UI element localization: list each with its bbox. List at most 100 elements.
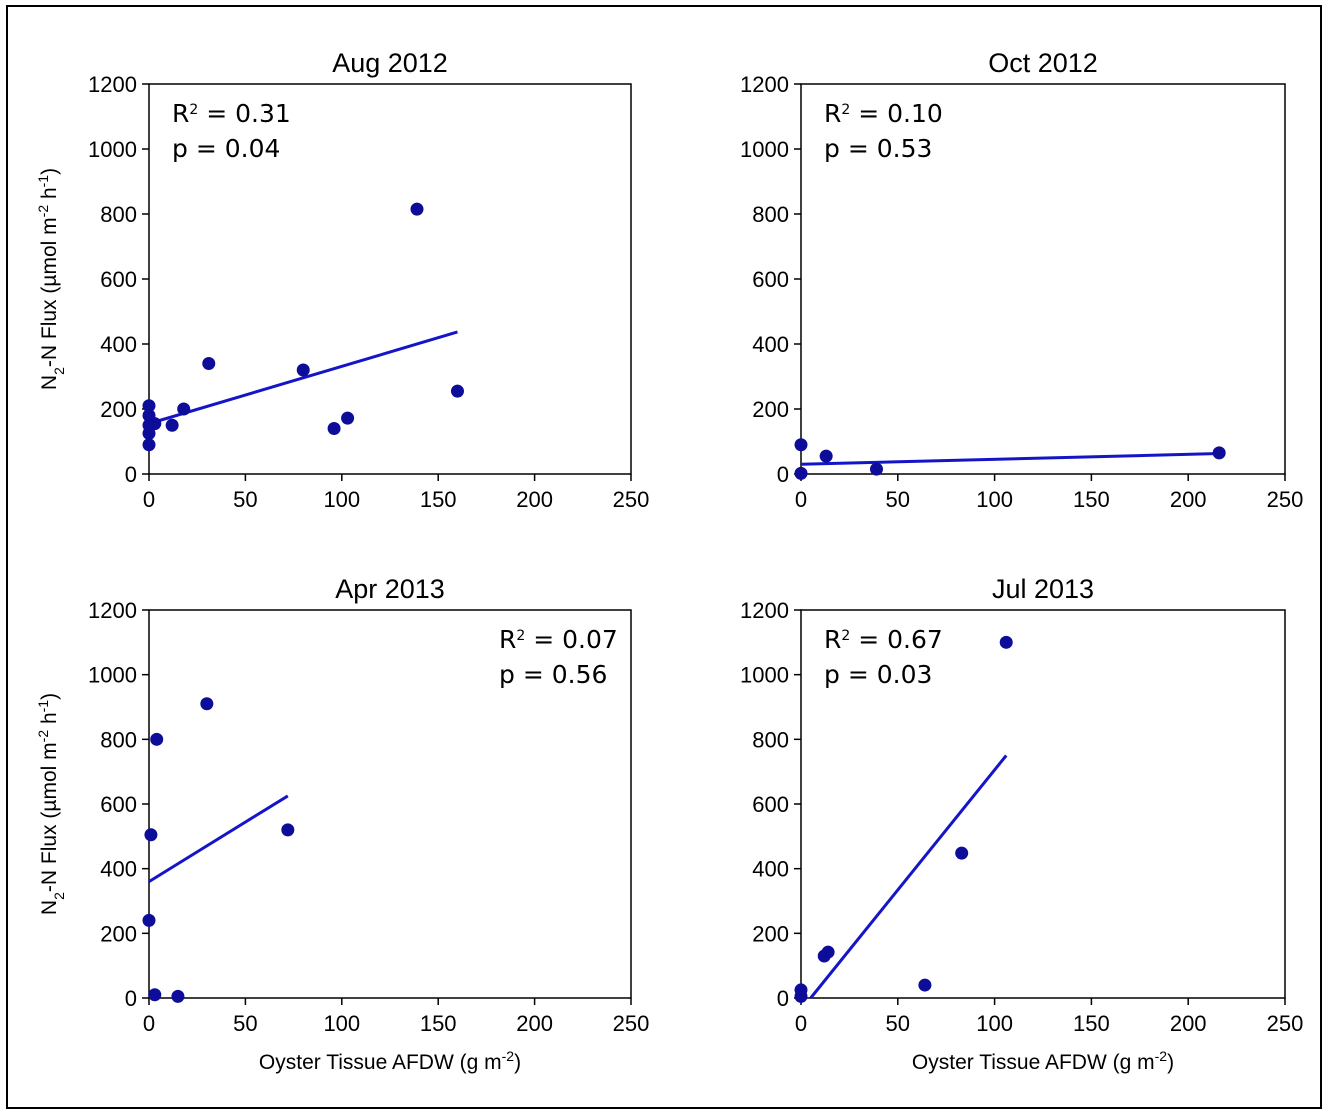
data-point bbox=[1212, 446, 1226, 460]
data-point bbox=[200, 697, 214, 711]
y-tick-label: 0 bbox=[777, 462, 789, 487]
y-tick-label: 800 bbox=[752, 727, 789, 752]
data-point bbox=[999, 635, 1013, 649]
x-tick-label: 150 bbox=[420, 1011, 457, 1036]
x-tick-label: 150 bbox=[1073, 1011, 1110, 1036]
y-tick-label: 400 bbox=[100, 857, 137, 882]
y-tick-label: 600 bbox=[100, 792, 137, 817]
x-tick-label: 100 bbox=[323, 487, 360, 512]
x-tick-label: 0 bbox=[795, 487, 807, 512]
data-point bbox=[794, 989, 808, 1003]
x-tick-label: 0 bbox=[143, 1011, 155, 1036]
x-tick-label: 150 bbox=[1073, 487, 1110, 512]
x-tick-label: 50 bbox=[233, 1011, 257, 1036]
p-value-label: p = 0.53 bbox=[824, 134, 932, 163]
y-tick-label: 1000 bbox=[88, 663, 137, 688]
data-point bbox=[281, 823, 295, 837]
p-value-label: p = 0.03 bbox=[824, 660, 932, 689]
data-point bbox=[450, 384, 464, 398]
r-squared-label: R2 = 0.31 bbox=[172, 99, 291, 128]
y-tick-label: 0 bbox=[777, 986, 789, 1011]
y-tick-label: 1200 bbox=[88, 72, 137, 97]
y-tick-label: 400 bbox=[100, 332, 137, 357]
data-point bbox=[202, 357, 216, 370]
data-point bbox=[150, 732, 164, 746]
data-point bbox=[955, 846, 969, 860]
y-tick-label: 200 bbox=[100, 397, 137, 422]
x-tick-label: 200 bbox=[516, 487, 553, 512]
p-value-label: p = 0.04 bbox=[172, 134, 280, 163]
x-tick-label: 200 bbox=[516, 1011, 553, 1036]
y-tick-label: 1000 bbox=[740, 663, 789, 688]
x-tick-label: 200 bbox=[1170, 487, 1207, 512]
x-tick-label: 100 bbox=[323, 1011, 360, 1036]
data-point bbox=[794, 466, 808, 480]
data-point bbox=[819, 449, 833, 463]
x-tick-label: 100 bbox=[976, 487, 1013, 512]
y-axis-label: N2-N Flux (µmol m-2 h-1) bbox=[35, 168, 67, 390]
y-tick-label: 400 bbox=[752, 332, 789, 357]
panel-title: Jul 2013 bbox=[992, 574, 1094, 604]
data-point bbox=[177, 402, 191, 416]
data-point bbox=[165, 418, 179, 432]
y-tick-label: 1200 bbox=[740, 598, 789, 623]
data-point bbox=[171, 989, 185, 1003]
y-tick-label: 200 bbox=[752, 921, 789, 946]
r-squared-label: R2 = 0.67 bbox=[824, 625, 943, 654]
y-tick-label: 1000 bbox=[740, 137, 789, 162]
y-tick-label: 600 bbox=[752, 792, 789, 817]
x-tick-label: 250 bbox=[613, 487, 650, 512]
data-point bbox=[821, 945, 835, 959]
data-point bbox=[144, 828, 158, 842]
x-tick-label: 0 bbox=[143, 487, 155, 512]
regression-line bbox=[148, 330, 458, 426]
x-tick-label: 250 bbox=[1267, 487, 1304, 512]
regression-line bbox=[809, 754, 1008, 999]
x-tick-label: 200 bbox=[1170, 1011, 1207, 1036]
x-tick-label: 0 bbox=[795, 1011, 807, 1036]
x-tick-label: 150 bbox=[420, 487, 457, 512]
y-tick-label: 0 bbox=[125, 462, 137, 487]
panel-title: Aug 2012 bbox=[332, 48, 448, 78]
regression-line bbox=[800, 452, 1220, 466]
r-squared-label: R2 = 0.10 bbox=[824, 99, 943, 128]
data-point bbox=[142, 426, 156, 440]
data-point bbox=[410, 202, 424, 216]
y-tick-label: 800 bbox=[752, 202, 789, 227]
data-point bbox=[296, 363, 310, 377]
r-squared-label: R2 = 0.07 bbox=[499, 625, 618, 654]
data-point bbox=[142, 438, 156, 452]
y-tick-label: 600 bbox=[100, 267, 137, 292]
y-tick-label: 200 bbox=[100, 921, 137, 946]
y-tick-label: 1200 bbox=[88, 598, 137, 623]
y-tick-label: 600 bbox=[752, 267, 789, 292]
y-tick-label: 1000 bbox=[88, 137, 137, 162]
data-point bbox=[148, 988, 162, 1002]
data-point bbox=[870, 462, 884, 476]
x-tick-label: 50 bbox=[233, 487, 257, 512]
x-axis-label: Oyster Tissue AFDW (g m-2) bbox=[912, 1048, 1174, 1074]
data-point bbox=[148, 417, 162, 431]
panel-title: Apr 2013 bbox=[335, 574, 445, 604]
y-tick-label: 1200 bbox=[740, 72, 789, 97]
data-point bbox=[327, 422, 341, 435]
panel-title: Oct 2012 bbox=[988, 48, 1098, 78]
data-point bbox=[142, 399, 156, 413]
data-point bbox=[142, 913, 156, 927]
y-tick-label: 0 bbox=[125, 986, 137, 1011]
data-point bbox=[918, 978, 932, 992]
x-tick-label: 50 bbox=[886, 1011, 910, 1036]
x-tick-label: 250 bbox=[613, 1011, 650, 1036]
y-tick-label: 200 bbox=[752, 397, 789, 422]
figure-frame: Aug 2012 0 200 400 600 800 1000 1200 0 50 100 150 20… bbox=[6, 5, 1322, 1109]
data-point bbox=[341, 411, 355, 425]
p-value-label: p = 0.56 bbox=[499, 660, 607, 689]
data-point bbox=[794, 438, 808, 452]
y-tick-label: 800 bbox=[100, 727, 137, 752]
x-tick-label: 250 bbox=[1267, 1011, 1304, 1036]
y-axis-label: N2-N Flux (µmol m-2 h-1) bbox=[35, 693, 67, 915]
x-tick-label: 50 bbox=[886, 487, 910, 512]
x-axis-label: Oyster Tissue AFDW (g m-2) bbox=[259, 1048, 521, 1074]
x-tick-label: 100 bbox=[976, 1011, 1013, 1036]
